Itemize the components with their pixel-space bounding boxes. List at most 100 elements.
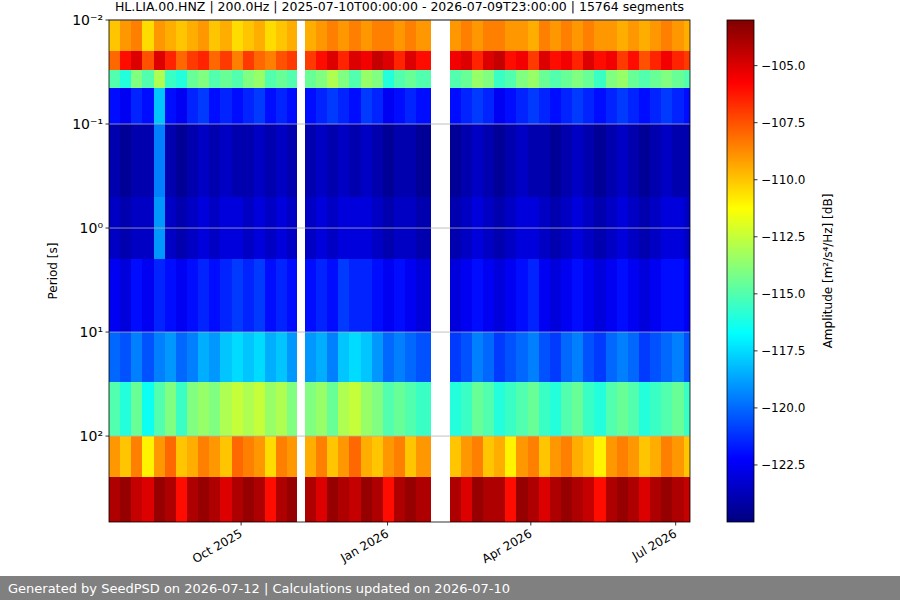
cell: [198, 477, 209, 522]
cell: [416, 20, 431, 52]
cell: [276, 124, 287, 197]
cell: [120, 124, 131, 197]
cell: [176, 436, 187, 478]
cell: [316, 88, 327, 124]
cell: [232, 332, 243, 382]
cell: [305, 88, 316, 124]
cell: [265, 70, 276, 89]
cell: [606, 70, 617, 89]
cell: [583, 70, 594, 89]
cell: [198, 20, 209, 52]
cell: [628, 382, 639, 437]
cell: [254, 436, 265, 478]
cell: [684, 70, 690, 89]
cell: [617, 477, 628, 522]
cell: [483, 88, 494, 124]
cell: [316, 51, 327, 70]
cell: [154, 124, 165, 197]
cell: [109, 436, 120, 478]
y-tick-label: 10²: [80, 428, 103, 444]
cell: [165, 477, 176, 522]
cell: [416, 436, 431, 478]
cell: [505, 20, 516, 52]
cell: [684, 477, 690, 522]
cell: [572, 382, 583, 437]
cell: [265, 259, 276, 332]
cell: [416, 124, 431, 197]
cell: [220, 382, 231, 437]
cell: [154, 332, 165, 382]
cell: [154, 70, 165, 89]
cell: [539, 51, 550, 70]
cell: [327, 51, 338, 70]
cell: [594, 124, 605, 197]
cell: [561, 382, 572, 437]
grid-line: [109, 124, 690, 125]
colorbar-tick: [754, 179, 758, 180]
cell: [416, 51, 431, 70]
cell: [109, 70, 120, 89]
cell: [198, 259, 209, 332]
cell: [394, 259, 405, 332]
cell: [265, 88, 276, 124]
cell: [287, 477, 297, 522]
colorbar-tick-label: −112.5: [761, 230, 805, 244]
cell: [572, 20, 583, 52]
cell: [516, 70, 527, 89]
cell: [154, 51, 165, 70]
cell: [583, 51, 594, 70]
cell: [254, 477, 265, 522]
cell: [483, 70, 494, 89]
y-tick-label: 10¹: [80, 324, 103, 340]
cell: [528, 332, 539, 382]
cell: [661, 20, 672, 52]
cell: [572, 477, 583, 522]
cell: [516, 88, 527, 124]
cell: [338, 477, 349, 522]
cell: [639, 259, 650, 332]
cell: [361, 51, 372, 70]
cell: [176, 51, 187, 70]
cell: [372, 88, 383, 124]
cell: [494, 332, 505, 382]
cell: [405, 51, 416, 70]
cell: [198, 124, 209, 197]
colorbar-tick-label: −105.0: [761, 59, 805, 73]
cell: [131, 124, 142, 197]
cell: [405, 436, 416, 478]
cell: [120, 88, 131, 124]
cell: [349, 477, 360, 522]
cell: [349, 382, 360, 437]
cell: [131, 382, 142, 437]
cell: [617, 382, 628, 437]
cell: [672, 477, 683, 522]
cell: [606, 259, 617, 332]
grid-line: [109, 228, 690, 229]
cell: [539, 70, 550, 89]
cell: [361, 259, 372, 332]
cell: [416, 259, 431, 332]
cell: [528, 70, 539, 89]
cell: [561, 332, 572, 382]
cell: [550, 259, 561, 332]
cell: [265, 51, 276, 70]
colorbar-tick-label: −110.0: [761, 173, 805, 187]
cell: [639, 477, 650, 522]
cell: [187, 51, 198, 70]
cell: [349, 259, 360, 332]
cell: [209, 51, 220, 70]
cell: [198, 51, 209, 70]
colorbar: [727, 20, 754, 522]
cell: [594, 70, 605, 89]
cell: [120, 20, 131, 52]
cell: [165, 51, 176, 70]
cell: [394, 382, 405, 437]
cell: [550, 124, 561, 197]
cell: [472, 477, 483, 522]
cell: [405, 477, 416, 522]
cell: [338, 88, 349, 124]
cell: [109, 332, 120, 382]
cell: [650, 124, 661, 197]
cell: [516, 51, 527, 70]
cell: [450, 259, 461, 332]
